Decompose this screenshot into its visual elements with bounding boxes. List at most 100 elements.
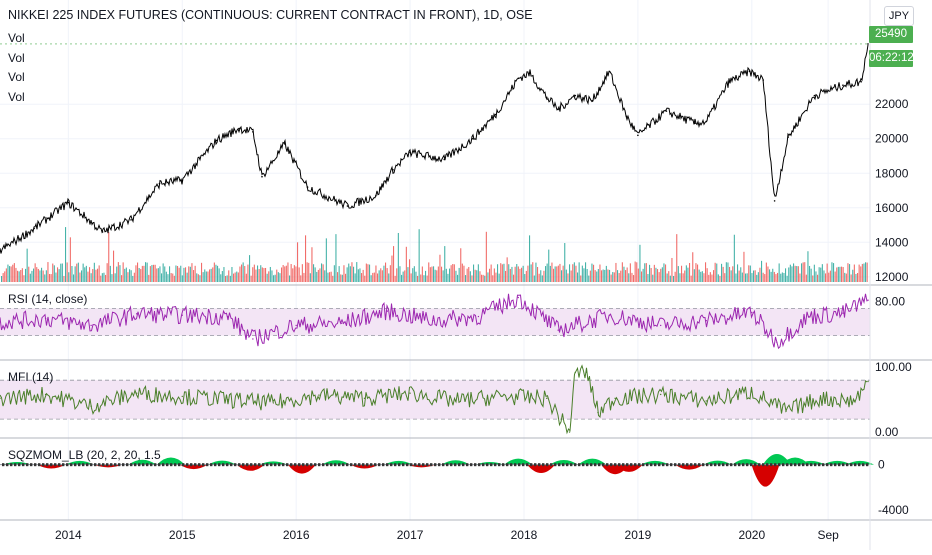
mfi-point [272, 402, 275, 404]
squeeze-dot [270, 463, 273, 467]
squeeze-dot [34, 463, 37, 467]
volume-bar [716, 263, 718, 282]
volume-bar [33, 268, 35, 282]
price-point [346, 205, 349, 207]
volume-bar [37, 268, 39, 282]
squeeze-dot [14, 463, 17, 467]
volume-bar [597, 269, 599, 282]
volume-bar [36, 267, 38, 282]
price-point [591, 99, 594, 102]
volume-bar [244, 266, 246, 282]
volume-bar [450, 265, 452, 282]
volume-bar [93, 262, 95, 282]
squeeze-dot [150, 463, 153, 467]
squeeze-dot [218, 463, 221, 467]
price-point [101, 231, 104, 233]
currency-badge[interactable]: JPY [884, 6, 914, 26]
volume-bar [527, 265, 529, 282]
mfi-point [751, 391, 753, 393]
volume-bar [724, 273, 726, 282]
volume-bar [425, 270, 427, 282]
grid-lines [0, 0, 870, 520]
volume-bar [821, 264, 823, 282]
squeeze-dot [514, 463, 517, 467]
squeeze-dot [470, 463, 473, 467]
volume-bar [167, 274, 169, 282]
volume-bar [69, 237, 71, 282]
volume-bar [673, 275, 675, 282]
squeeze-dot [430, 463, 433, 467]
squeeze-dot [358, 463, 361, 467]
volume-bar [333, 265, 335, 282]
squeeze-dot [302, 463, 305, 467]
mfi-point [363, 397, 366, 400]
squeeze-dot [382, 463, 385, 467]
volume-bar [508, 264, 510, 282]
volume-bar [337, 272, 339, 282]
volume-bar [767, 266, 769, 282]
price-point [705, 120, 708, 123]
squeeze-dot [306, 463, 309, 467]
volume-bar [98, 265, 100, 282]
volume-bar [73, 274, 75, 282]
volume-bar [290, 264, 292, 282]
volume-bar [711, 274, 713, 282]
squeeze-dot [654, 463, 657, 467]
volume-bar [857, 273, 859, 282]
volume-bar [9, 266, 11, 282]
squeeze-dot [126, 463, 129, 467]
squeeze-dot [482, 463, 485, 467]
volume-bar [533, 275, 535, 282]
squeeze-dot [638, 463, 641, 467]
volume-bar [309, 273, 311, 282]
volume-bar [444, 246, 446, 282]
volume-bar [825, 273, 827, 282]
squeeze-dot [590, 463, 593, 467]
squeeze-dot [510, 463, 513, 467]
volume-bar [764, 274, 766, 282]
squeeze-dot [578, 463, 581, 467]
volume-bar [629, 263, 631, 282]
volume-bar [732, 266, 734, 282]
volume-bar [236, 271, 238, 282]
squeeze-dot [594, 463, 597, 467]
volume-bar [498, 273, 500, 282]
squeeze-dot [234, 463, 237, 467]
squeeze-dot [86, 463, 89, 467]
squeeze-dot [314, 463, 317, 467]
volume-bar [465, 275, 467, 282]
volume-bar [815, 271, 817, 282]
squeeze-dot [646, 463, 649, 467]
volume-bar [23, 275, 25, 282]
volume-bar [813, 264, 815, 282]
volume-bar [351, 262, 353, 282]
volume-bar [668, 271, 670, 282]
squeeze-dot [158, 463, 161, 467]
volume-bar [577, 272, 579, 282]
volume-bar [25, 268, 27, 282]
squeeze-dot [334, 463, 337, 467]
volume-bar [609, 269, 611, 282]
volume-bar [596, 271, 598, 282]
volume-bar [50, 274, 52, 282]
volume-bar [759, 267, 761, 282]
volume-bar [12, 264, 14, 282]
volume-bar [844, 272, 846, 282]
squeeze-dot [266, 463, 269, 467]
volume-bar [735, 273, 737, 282]
squeeze-dot [62, 463, 65, 467]
volume-bar [601, 270, 603, 282]
volume-bar [463, 265, 465, 282]
momentum-bar [504, 458, 533, 465]
volume-bar [701, 271, 703, 282]
volume-bar [106, 263, 108, 282]
volume-bar [796, 266, 798, 282]
x-tick-label: 2018 [511, 528, 538, 542]
volume-bar [786, 275, 788, 282]
squeeze-dot [794, 463, 797, 467]
mfi-point [181, 395, 183, 398]
squeeze-dot [378, 463, 381, 467]
squeeze-dot [338, 463, 341, 467]
squeeze-dot [122, 463, 125, 467]
